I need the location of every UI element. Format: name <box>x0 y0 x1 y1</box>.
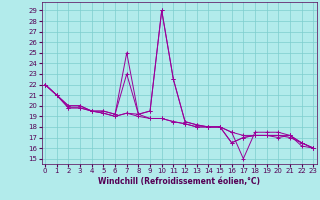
X-axis label: Windchill (Refroidissement éolien,°C): Windchill (Refroidissement éolien,°C) <box>98 177 260 186</box>
